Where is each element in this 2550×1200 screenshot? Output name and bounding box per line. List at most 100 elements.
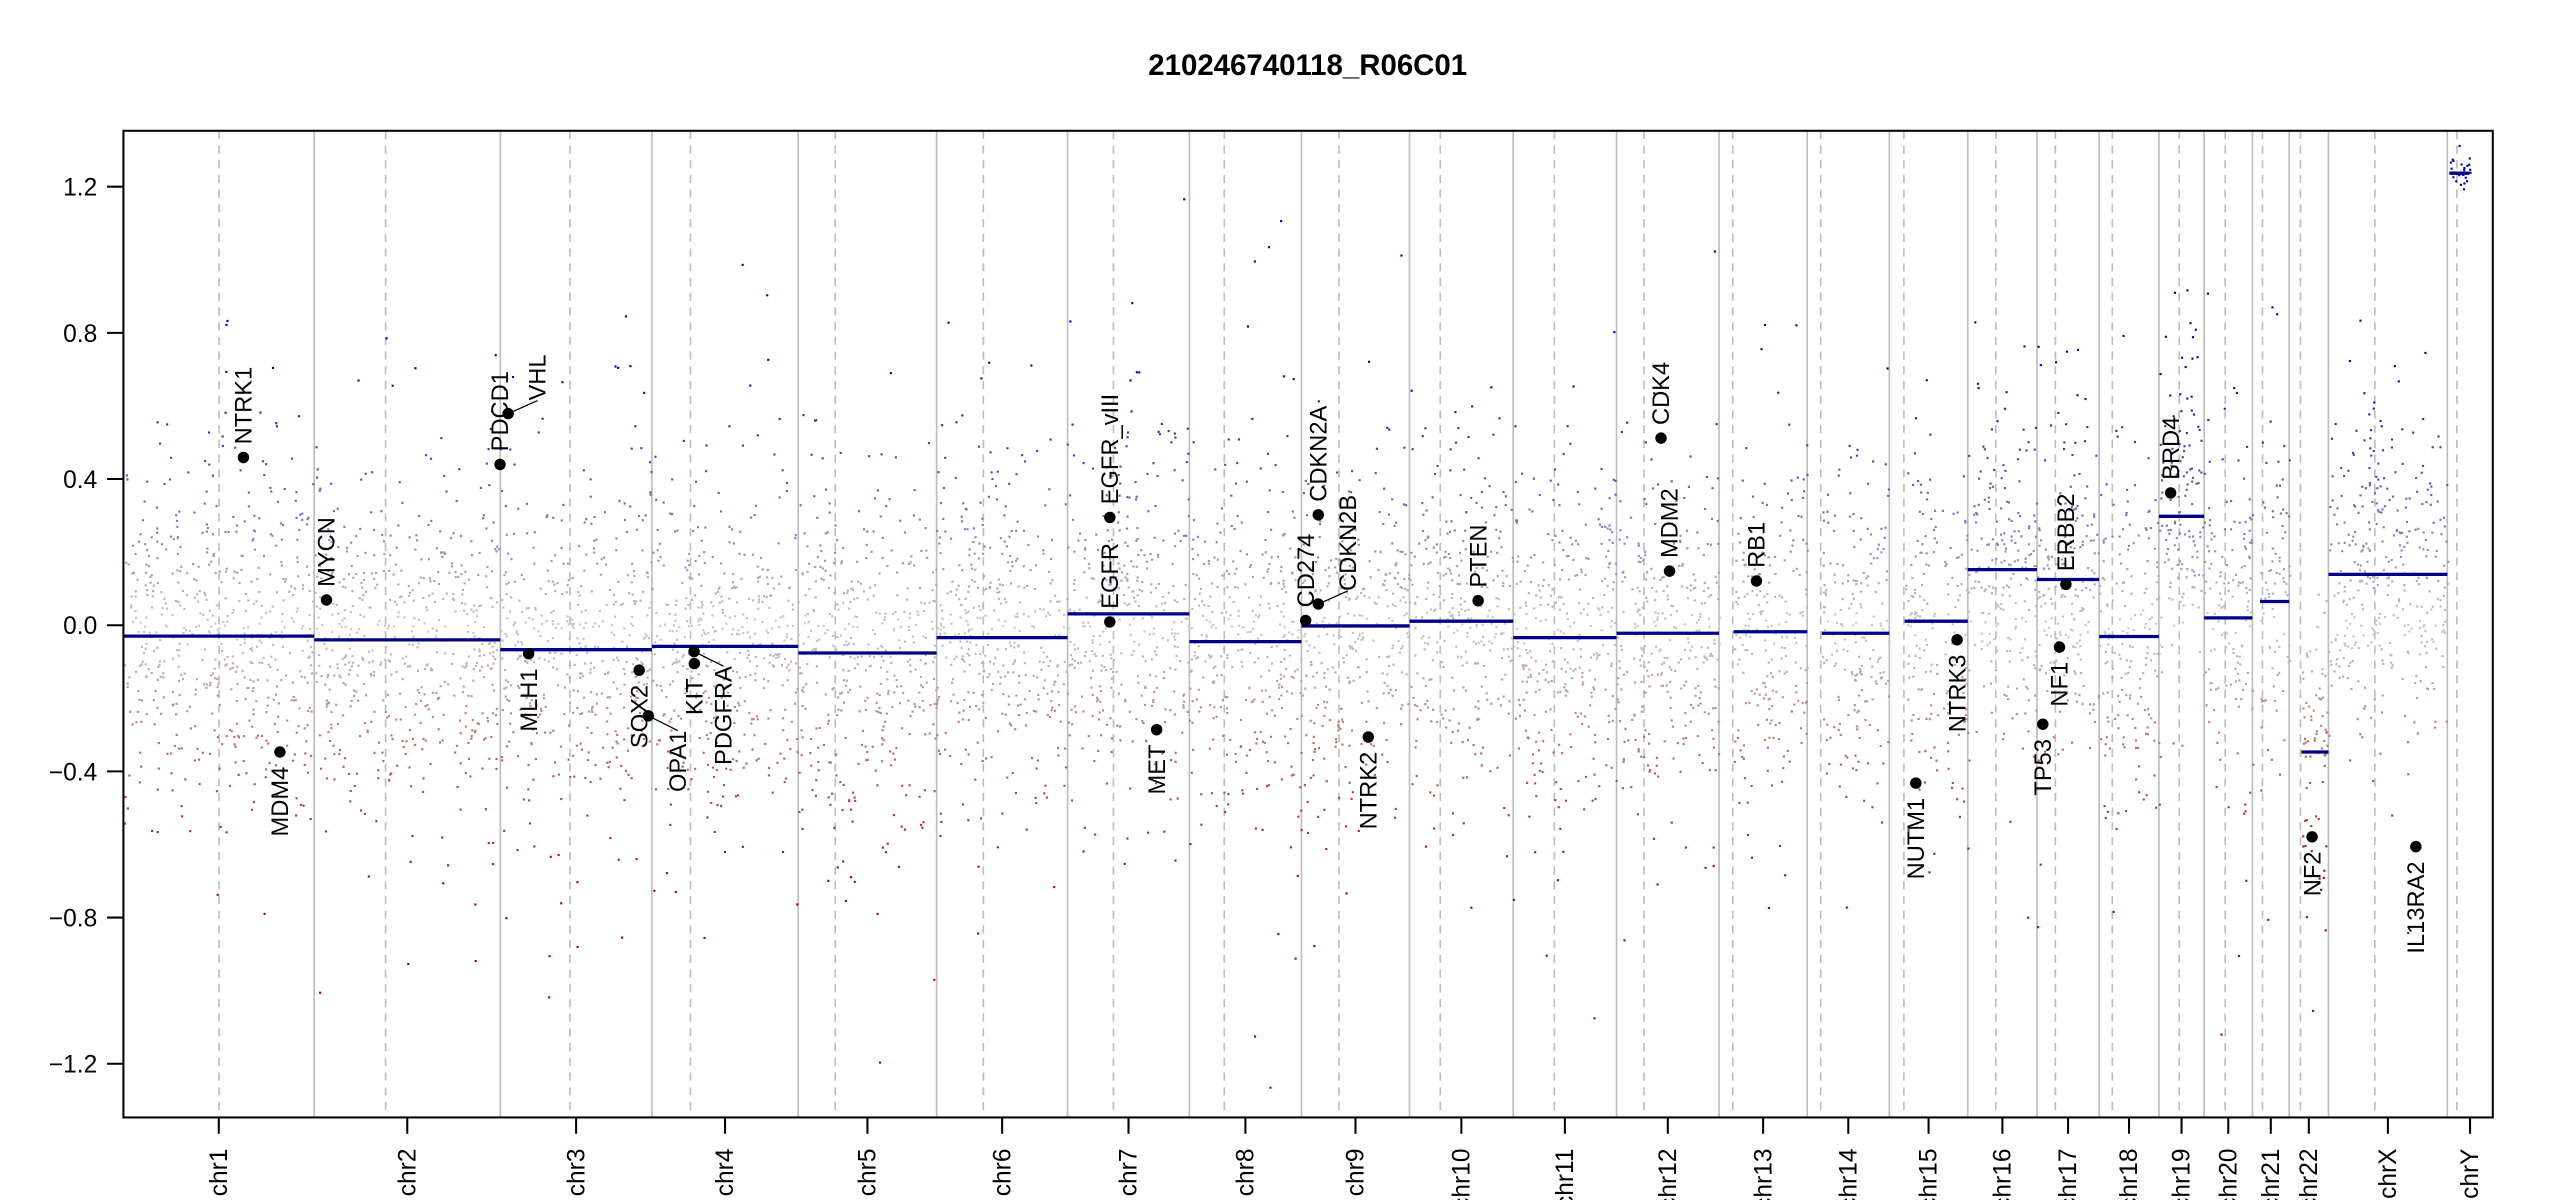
probe-point	[1022, 613, 1025, 616]
probe-point	[236, 571, 239, 574]
probe-point	[1600, 507, 1603, 510]
probe-point	[1745, 702, 1748, 705]
probe-point	[710, 601, 713, 604]
probe-point	[1057, 746, 1060, 749]
probe-point	[1074, 705, 1077, 708]
probe-point	[1558, 504, 1561, 507]
probe-point	[798, 810, 801, 814]
probe-point	[1110, 677, 1113, 680]
probe-point	[1069, 320, 1072, 323]
probe-point	[414, 548, 417, 551]
probe-point	[1345, 591, 1349, 594]
probe-point	[1660, 673, 1663, 676]
probe-point	[1556, 879, 1559, 882]
probe-point	[1584, 523, 1587, 526]
probe-point	[815, 665, 819, 668]
probe-point	[875, 710, 878, 713]
probe-point	[1398, 651, 1402, 654]
probe-point	[1176, 632, 1179, 636]
probe-point	[250, 580, 253, 583]
probe-point	[479, 486, 482, 490]
probe-point	[1421, 502, 1424, 505]
probe-point	[562, 503, 565, 506]
probe-point	[1013, 660, 1016, 663]
probe-point	[710, 801, 713, 805]
probe-point	[350, 565, 353, 568]
probe-point	[430, 667, 433, 670]
probe-point	[939, 622, 942, 625]
probe-point	[1240, 648, 1243, 651]
probe-point	[1587, 725, 1590, 728]
probe-point	[193, 578, 196, 581]
probe-point	[369, 606, 372, 609]
probe-point	[1290, 692, 1294, 695]
probe-point	[923, 789, 927, 792]
probe-point	[1778, 670, 1781, 673]
probe-point	[1525, 649, 1528, 652]
probe-point	[149, 581, 152, 584]
probe-point	[1320, 662, 1323, 665]
probe-point	[1424, 427, 1427, 430]
probe-point	[1429, 608, 1433, 611]
probe-point	[1585, 557, 1588, 560]
probe-point	[516, 640, 520, 643]
probe-point	[1053, 683, 1056, 686]
probe-point	[1129, 379, 1132, 382]
probe-point	[1082, 850, 1085, 853]
probe-point	[1292, 620, 1295, 624]
probe-point	[1781, 696, 1784, 699]
probe-point	[917, 613, 920, 617]
probe-point	[307, 656, 310, 659]
probe-point	[1323, 626, 1326, 630]
probe-point	[514, 644, 517, 647]
probe-point	[478, 604, 481, 608]
probe-point	[1834, 613, 1837, 616]
probe-point	[166, 752, 169, 755]
probe-point	[302, 804, 305, 807]
probe-point	[1057, 690, 1060, 693]
probe-point	[1290, 675, 1293, 678]
probe-point	[725, 685, 728, 688]
probe-point	[1674, 669, 1677, 672]
probe-point	[1432, 708, 1435, 711]
probe-point	[1770, 719, 1773, 722]
probe-point	[1422, 635, 1425, 638]
probe-point	[1324, 706, 1327, 709]
probe-point	[1265, 751, 1268, 754]
probe-point	[1636, 586, 1639, 589]
probe-point	[1879, 622, 1882, 625]
probe-point	[572, 626, 575, 629]
probe-point	[306, 639, 309, 642]
probe-point	[1549, 650, 1552, 653]
probe-point	[1675, 610, 1679, 613]
probe-point	[978, 708, 981, 711]
probe-point	[1427, 535, 1430, 538]
probe-point	[595, 702, 598, 705]
probe-point	[1363, 587, 1366, 590]
probe-point	[1354, 528, 1357, 531]
probe-point	[783, 781, 786, 784]
probe-point	[381, 534, 384, 537]
probe-point	[755, 665, 758, 668]
probe-point	[1351, 631, 1354, 634]
probe-point	[681, 655, 684, 658]
probe-point	[1763, 595, 1766, 598]
probe-point	[941, 424, 944, 427]
probe-point	[1716, 477, 1719, 480]
probe-point	[409, 591, 412, 594]
probe-point	[961, 520, 964, 523]
probe-point	[1688, 657, 1691, 660]
probe-point	[1343, 582, 1346, 586]
probe-point	[1451, 615, 1454, 618]
probe-point	[546, 569, 549, 572]
probe-point	[965, 620, 968, 623]
probe-point	[1357, 543, 1360, 546]
probe-point	[944, 530, 947, 533]
probe-point	[897, 865, 900, 869]
probe-point	[728, 525, 731, 528]
probe-point	[1500, 546, 1503, 549]
probe-point	[486, 717, 489, 720]
probe-point	[881, 536, 884, 540]
probe-point	[224, 531, 227, 534]
probe-point	[1634, 626, 1637, 629]
